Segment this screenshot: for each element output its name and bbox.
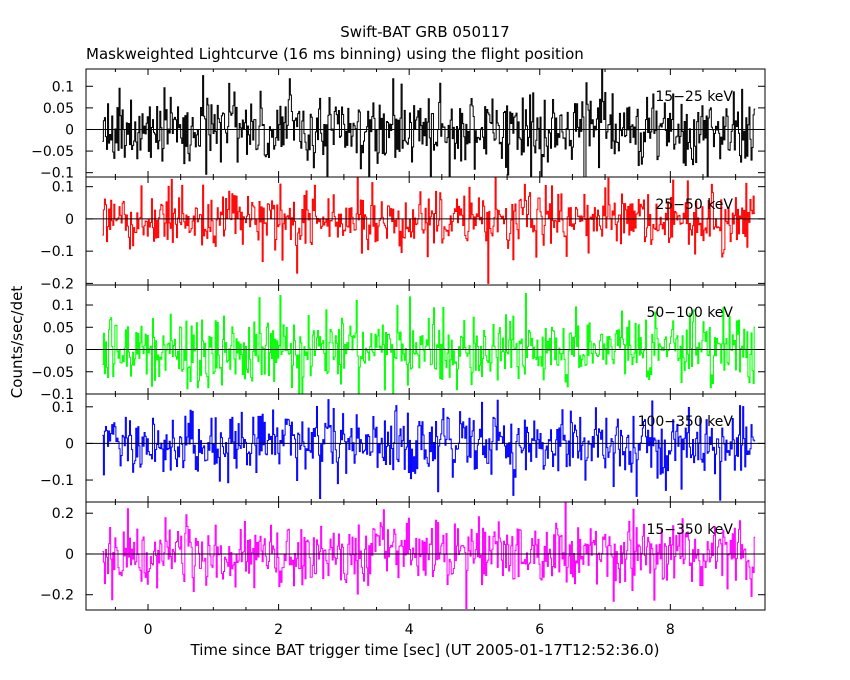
x-tick-label: 0 — [144, 622, 153, 638]
y-tick-label: −0.2 — [40, 276, 74, 292]
x-axis-label: Time since BAT trigger time [sec] (UT 20… — [190, 641, 660, 659]
y-tick-label: 0.2 — [52, 506, 74, 522]
chart-subtitle: Maskweighted Lightcurve (16 ms binning) … — [86, 45, 584, 63]
x-tick-label: 6 — [535, 622, 544, 638]
y-tick-label: 0.1 — [52, 79, 74, 95]
y-tick-label: 0.05 — [43, 320, 74, 336]
y-tick-label: −0.05 — [31, 365, 74, 381]
panel-stack: −0.1 −0.05 0 0.05 0.1 15−25 keV −0.2 −0.1 0 0.1 25… — [31, 68, 766, 611]
y-tick-label: 0 — [65, 212, 74, 228]
series-line — [102, 177, 756, 284]
band-label: 15−25 keV — [655, 89, 733, 105]
x-tick-label: 4 — [405, 622, 414, 638]
panel-15-25-kev: −0.1 −0.05 0 0.05 0.1 15−25 keV — [31, 68, 766, 182]
panel-frame — [85, 393, 766, 503]
y-tick-label: −0.2 — [40, 588, 74, 604]
x-tick-label: 8 — [666, 622, 675, 638]
band-label: 100−350 keV — [638, 414, 734, 430]
series-line — [102, 502, 756, 609]
y-tick-label: 0 — [65, 343, 74, 359]
band-label: 50−100 keV — [646, 305, 733, 321]
y-tick-label: −0.1 — [40, 166, 74, 182]
panel-frame — [85, 501, 766, 611]
panel-50-100-kev: −0.1 −0.05 0 0.05 0.1 50−100 keV — [31, 284, 766, 403]
y-tick-label: 0 — [65, 547, 74, 563]
x-axis-ticks: 0 2 4 6 8 — [144, 622, 675, 638]
y-tick-label: 0.05 — [43, 101, 74, 117]
y-tick-label: −0.05 — [31, 144, 74, 160]
y-tick-label: −0.1 — [40, 473, 74, 489]
y-tick-label: 0 — [65, 122, 74, 138]
band-label: 15−350 keV — [646, 522, 733, 538]
series-line — [102, 293, 756, 394]
y-tick-label: 0.1 — [52, 400, 74, 416]
band-label: 25−50 keV — [655, 197, 733, 213]
series-line — [102, 399, 756, 501]
x-tick-label: 2 — [274, 622, 283, 638]
panel-15-350-kev: −0.2 0 0.2 15−350 keV — [40, 501, 766, 611]
y-tick-label: 0.1 — [52, 298, 74, 314]
y-tick-label: −0.1 — [40, 387, 74, 403]
y-tick-label: −0.1 — [40, 244, 74, 260]
y-tick-label: 0.1 — [52, 180, 74, 196]
panel-100-350-kev: −0.1 0 0.1 100−350 keV — [40, 393, 766, 503]
panel-frame — [85, 176, 766, 286]
y-axis-label: Counts/sec/det — [8, 286, 26, 399]
chart-title: Swift-BAT GRB 050117 — [340, 23, 509, 41]
series-line — [102, 69, 756, 177]
y-tick-label: 0 — [65, 436, 74, 452]
panel-25-50-kev: −0.2 −0.1 0 0.1 25−50 keV — [40, 176, 766, 292]
